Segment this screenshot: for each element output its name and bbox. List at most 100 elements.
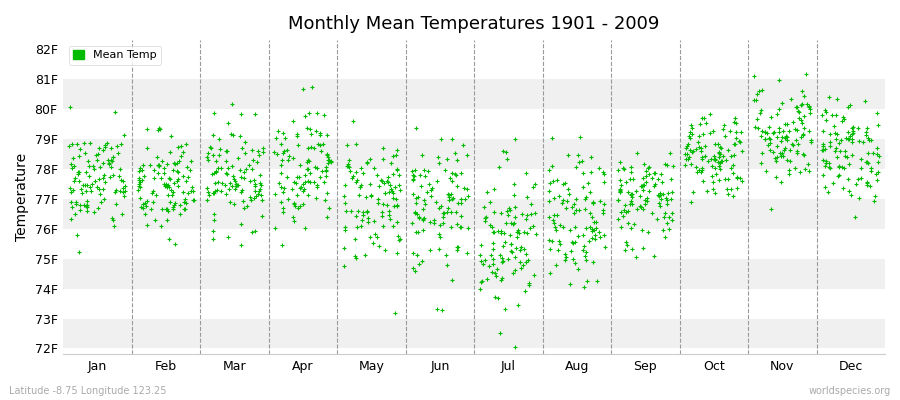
- Point: [446, 195, 461, 201]
- Point: [524, 201, 538, 208]
- Point: [682, 133, 697, 140]
- Point: [158, 183, 173, 189]
- Point: [235, 145, 249, 151]
- Point: [148, 192, 163, 199]
- Point: [842, 160, 856, 167]
- Point: [826, 180, 841, 186]
- Point: [542, 214, 556, 220]
- Point: [87, 178, 102, 184]
- Point: [386, 152, 400, 159]
- Point: [815, 172, 830, 178]
- Point: [472, 252, 487, 259]
- Point: [411, 214, 426, 220]
- Point: [802, 128, 816, 134]
- Point: [652, 192, 667, 198]
- Point: [62, 143, 77, 149]
- Point: [296, 201, 310, 207]
- Point: [793, 168, 807, 175]
- Point: [828, 148, 842, 154]
- Point: [575, 184, 590, 190]
- Point: [406, 177, 420, 184]
- Point: [183, 167, 197, 174]
- Point: [636, 245, 651, 251]
- Point: [546, 195, 561, 201]
- Point: [870, 151, 885, 157]
- Point: [486, 246, 500, 252]
- Point: [624, 225, 638, 232]
- Point: [629, 150, 643, 156]
- Point: [96, 160, 111, 166]
- Point: [804, 138, 818, 145]
- Point: [871, 169, 886, 175]
- Point: [321, 160, 336, 166]
- Point: [635, 206, 650, 212]
- Point: [94, 198, 108, 205]
- Point: [149, 154, 164, 160]
- Point: [771, 129, 786, 135]
- Point: [457, 185, 472, 192]
- Point: [569, 164, 583, 170]
- Point: [795, 88, 809, 94]
- Point: [683, 199, 698, 205]
- Point: [504, 220, 518, 226]
- Point: [522, 280, 536, 286]
- Point: [579, 194, 593, 200]
- Point: [542, 166, 556, 173]
- Point: [419, 189, 434, 195]
- Point: [720, 186, 734, 192]
- Point: [842, 136, 856, 142]
- Point: [138, 211, 152, 217]
- Point: [413, 171, 428, 178]
- Point: [590, 278, 604, 284]
- Point: [436, 214, 450, 220]
- Point: [762, 135, 777, 142]
- Point: [695, 154, 709, 160]
- Point: [420, 168, 435, 174]
- Point: [366, 165, 381, 171]
- Point: [633, 202, 647, 209]
- Point: [507, 191, 521, 198]
- Point: [519, 215, 534, 222]
- Point: [267, 191, 282, 198]
- Point: [255, 213, 269, 219]
- Point: [166, 180, 181, 186]
- Point: [759, 168, 773, 174]
- Point: [613, 189, 627, 195]
- Point: [416, 226, 430, 233]
- Point: [642, 188, 656, 194]
- Point: [559, 205, 573, 211]
- Point: [529, 231, 544, 237]
- Point: [219, 158, 233, 164]
- Point: [177, 206, 192, 212]
- Point: [715, 158, 729, 164]
- Point: [860, 158, 874, 165]
- Point: [491, 228, 505, 234]
- Point: [796, 130, 810, 137]
- Point: [441, 192, 455, 198]
- Point: [648, 170, 662, 176]
- Point: [831, 173, 845, 179]
- Point: [662, 190, 676, 196]
- Point: [252, 151, 266, 158]
- Point: [166, 204, 180, 211]
- Point: [389, 152, 403, 158]
- Point: [705, 163, 719, 170]
- Point: [489, 273, 503, 280]
- Point: [479, 214, 493, 220]
- Point: [795, 133, 809, 140]
- Point: [790, 104, 805, 110]
- Point: [297, 186, 311, 192]
- Bar: [63, 199, 885, 229]
- Point: [619, 239, 634, 245]
- Point: [597, 179, 611, 185]
- Point: [558, 251, 572, 258]
- Point: [313, 141, 328, 148]
- Point: [208, 188, 222, 194]
- Point: [827, 123, 842, 129]
- Point: [63, 184, 77, 191]
- Point: [718, 132, 733, 139]
- Point: [371, 199, 385, 206]
- Point: [703, 111, 717, 117]
- Point: [860, 159, 874, 165]
- Point: [105, 214, 120, 221]
